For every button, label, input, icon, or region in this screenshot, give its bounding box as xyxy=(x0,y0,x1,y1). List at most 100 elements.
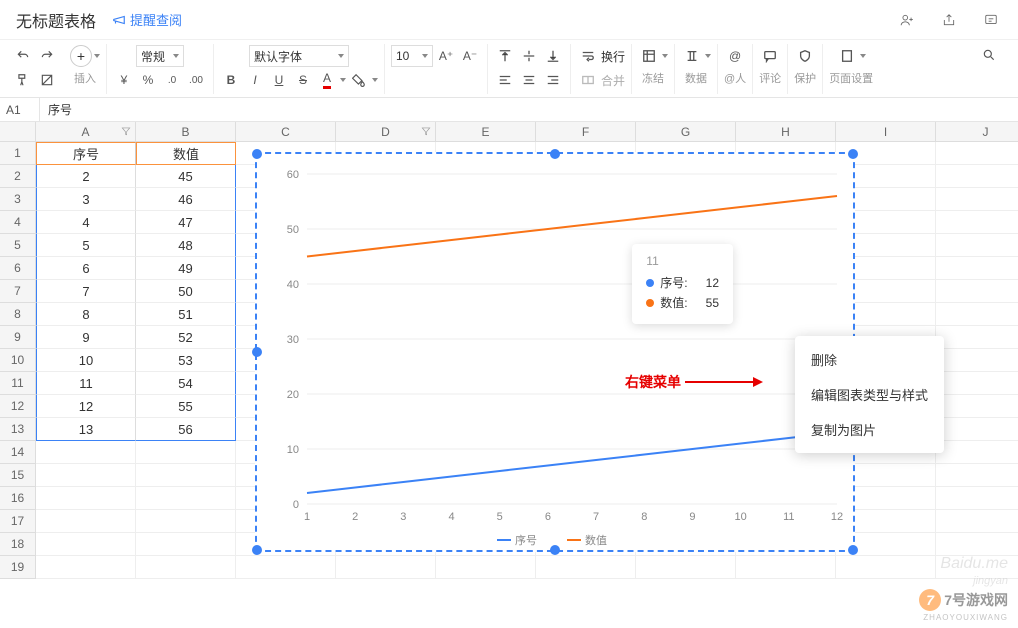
row-header-8[interactable]: 8 xyxy=(0,303,36,326)
align-center-button[interactable] xyxy=(518,69,540,91)
decimal-inc-button[interactable]: .00 xyxy=(185,69,207,91)
row-header-12[interactable]: 12 xyxy=(0,395,36,418)
cell[interactable] xyxy=(36,533,136,556)
bold-button[interactable]: B xyxy=(220,69,242,91)
row-header-11[interactable]: 11 xyxy=(0,372,36,395)
resize-handle-w[interactable] xyxy=(252,347,262,357)
column-header-J[interactable]: J xyxy=(936,122,1018,142)
comment-icon[interactable] xyxy=(980,9,1002,31)
page-setup-button[interactable] xyxy=(836,45,858,67)
cell[interactable] xyxy=(936,326,1018,349)
row-header-3[interactable]: 3 xyxy=(0,188,36,211)
cell[interactable]: 3 xyxy=(36,188,136,211)
font-size-select[interactable]: 10 xyxy=(391,45,433,67)
font-family-select[interactable]: 默认字体 xyxy=(249,45,349,67)
cell[interactable] xyxy=(936,303,1018,326)
cell[interactable] xyxy=(936,372,1018,395)
search-button[interactable] xyxy=(978,44,1000,66)
column-header-D[interactable]: D xyxy=(336,122,436,142)
column-header-I[interactable]: I xyxy=(836,122,936,142)
row-header-17[interactable]: 17 xyxy=(0,510,36,533)
row-header-1[interactable]: 1 xyxy=(0,142,36,165)
cell[interactable]: 47 xyxy=(136,211,236,234)
context-menu-item[interactable]: 复制为图片 xyxy=(795,412,944,447)
cell[interactable] xyxy=(436,556,536,579)
row-header-9[interactable]: 9 xyxy=(0,326,36,349)
cell[interactable] xyxy=(936,349,1018,372)
row-header-19[interactable]: 19 xyxy=(0,556,36,579)
percent-button[interactable]: % xyxy=(137,69,159,91)
context-menu-item[interactable]: 编辑图表类型与样式 xyxy=(795,377,944,412)
cell[interactable] xyxy=(936,395,1018,418)
protect-button[interactable] xyxy=(794,45,816,67)
currency-button[interactable]: ¥ xyxy=(113,69,135,91)
cell[interactable] xyxy=(136,556,236,579)
cell[interactable]: 10 xyxy=(36,349,136,372)
row-header-18[interactable]: 18 xyxy=(0,533,36,556)
strike-button[interactable]: S xyxy=(292,69,314,91)
cell[interactable]: 2 xyxy=(36,165,136,188)
context-menu-item[interactable]: 删除 xyxy=(795,342,944,377)
formula-input[interactable]: 序号 xyxy=(40,101,80,118)
cell[interactable] xyxy=(36,510,136,533)
cell[interactable] xyxy=(936,188,1018,211)
font-size-dec-button[interactable]: A⁻ xyxy=(459,45,481,67)
format-painter-button[interactable] xyxy=(12,69,34,91)
row-header-16[interactable]: 16 xyxy=(0,487,36,510)
cell[interactable] xyxy=(936,510,1018,533)
cell[interactable] xyxy=(936,165,1018,188)
cell[interactable] xyxy=(36,464,136,487)
cell[interactable] xyxy=(936,464,1018,487)
cell[interactable] xyxy=(36,487,136,510)
cell[interactable] xyxy=(236,556,336,579)
row-header-6[interactable]: 6 xyxy=(0,257,36,280)
valign-top-button[interactable] xyxy=(494,45,516,67)
resize-handle-n[interactable] xyxy=(550,149,560,159)
row-header-7[interactable]: 7 xyxy=(0,280,36,303)
cell[interactable] xyxy=(136,487,236,510)
cell[interactable]: 52 xyxy=(136,326,236,349)
cell[interactable] xyxy=(136,441,236,464)
underline-button[interactable]: U xyxy=(268,69,290,91)
comment-button[interactable] xyxy=(759,45,781,67)
cell[interactable] xyxy=(936,418,1018,441)
cell[interactable] xyxy=(136,464,236,487)
cell[interactable] xyxy=(936,257,1018,280)
resize-handle-sw[interactable] xyxy=(252,545,262,555)
filter-icon[interactable] xyxy=(421,125,431,139)
decimal-dec-button[interactable]: .0 xyxy=(161,69,183,91)
cell[interactable] xyxy=(736,556,836,579)
cell[interactable] xyxy=(36,441,136,464)
cell[interactable] xyxy=(336,556,436,579)
remind-link[interactable]: 提醒查阅 xyxy=(112,10,182,29)
clear-format-button[interactable] xyxy=(36,69,58,91)
row-header-2[interactable]: 2 xyxy=(0,165,36,188)
cell[interactable]: 45 xyxy=(136,165,236,188)
select-all-corner[interactable] xyxy=(0,122,36,142)
cell[interactable] xyxy=(36,556,136,579)
insert-button[interactable]: + xyxy=(70,45,92,67)
mention-button[interactable]: @ xyxy=(724,45,746,67)
column-header-H[interactable]: H xyxy=(736,122,836,142)
add-user-icon[interactable] xyxy=(896,9,918,31)
valign-mid-button[interactable] xyxy=(518,45,540,67)
row-header-5[interactable]: 5 xyxy=(0,234,36,257)
resize-handle-ne[interactable] xyxy=(848,149,858,159)
row-header-15[interactable]: 15 xyxy=(0,464,36,487)
data-button[interactable] xyxy=(681,45,703,67)
cell[interactable]: 13 xyxy=(36,418,136,441)
column-header-E[interactable]: E xyxy=(436,122,536,142)
resize-handle-se[interactable] xyxy=(848,545,858,555)
row-header-4[interactable]: 4 xyxy=(0,211,36,234)
wrap-button[interactable] xyxy=(577,45,599,67)
cell[interactable]: 数值 xyxy=(136,142,236,165)
cell[interactable]: 7 xyxy=(36,280,136,303)
cell[interactable] xyxy=(936,533,1018,556)
row-header-14[interactable]: 14 xyxy=(0,441,36,464)
cell-reference[interactable]: A1 xyxy=(0,98,40,121)
merge-button[interactable] xyxy=(577,69,599,91)
column-header-B[interactable]: B xyxy=(136,122,236,142)
undo-button[interactable] xyxy=(12,45,34,67)
fill-color-button[interactable] xyxy=(348,69,370,91)
cell[interactable]: 序号 xyxy=(36,142,136,165)
